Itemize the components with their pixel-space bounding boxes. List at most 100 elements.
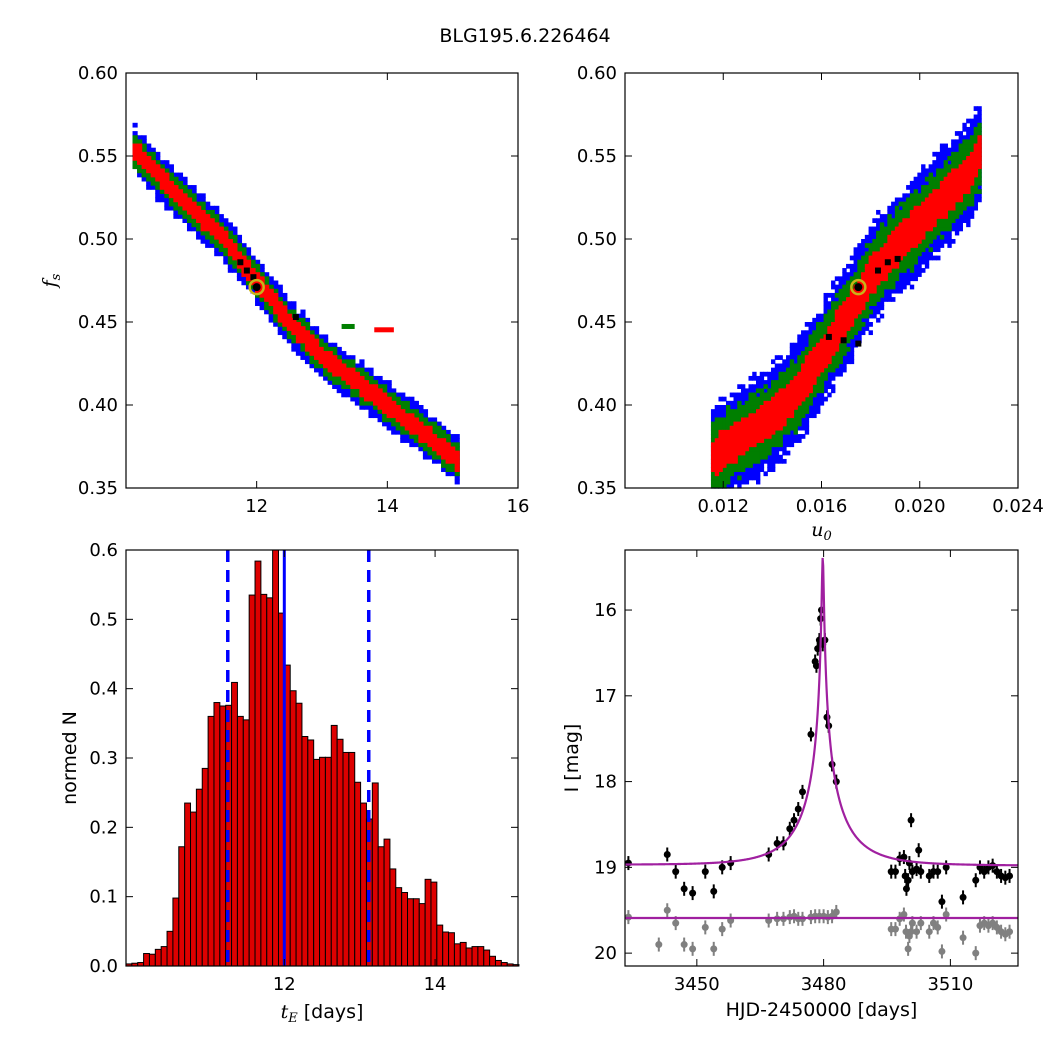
red-cell	[767, 409, 772, 414]
blue-cell	[268, 317, 274, 323]
green-cell	[737, 413, 742, 419]
black-cell	[243, 267, 250, 274]
green-cell	[214, 214, 220, 219]
red-cell	[849, 301, 855, 306]
green-cell	[173, 201, 179, 207]
green-cell	[441, 429, 447, 435]
blue-cell	[386, 384, 392, 389]
green-cell	[771, 392, 776, 398]
red-cell	[336, 371, 342, 377]
blue-cell	[177, 214, 184, 219]
red-cell	[177, 193, 184, 199]
red-cell	[409, 417, 415, 423]
green-cell	[382, 413, 388, 419]
y-axis-label: fs	[39, 273, 64, 289]
red-cell	[232, 251, 238, 257]
blue-cell	[386, 421, 392, 427]
green-cell	[857, 259, 862, 265]
green-cell	[295, 317, 302, 323]
green-cell	[872, 301, 877, 306]
red-cell	[422, 438, 429, 443]
blue-cell	[958, 139, 963, 145]
blue-cell	[853, 268, 858, 273]
red-cell	[774, 413, 780, 419]
green-cell	[763, 454, 768, 460]
green-cell	[752, 450, 757, 456]
green-cell	[748, 405, 753, 410]
blue-cell	[146, 143, 152, 149]
green-cell	[236, 247, 243, 253]
blue-cell	[977, 185, 982, 190]
red-cell	[816, 342, 821, 348]
blue-cell	[733, 475, 738, 481]
red-cell	[834, 338, 840, 344]
green-cell	[876, 247, 881, 253]
blue-cell	[132, 131, 138, 136]
red-cell	[377, 396, 383, 402]
red-cell	[842, 309, 847, 315]
green-cell	[823, 326, 828, 331]
green-cell	[913, 201, 918, 207]
red-cell	[400, 421, 406, 427]
red-cell	[763, 413, 768, 419]
red-cell	[876, 272, 881, 277]
red-cell	[354, 384, 360, 389]
green-cell	[808, 334, 813, 340]
blue-cell	[740, 388, 746, 394]
red-cell	[857, 288, 862, 294]
red-cell	[819, 363, 825, 369]
blue-cell	[808, 330, 813, 336]
red-cell	[831, 346, 836, 352]
green-cell	[227, 259, 233, 265]
red-cell	[774, 405, 780, 410]
green-cell	[150, 176, 156, 182]
blue-cell	[853, 255, 858, 261]
blue-cell	[214, 205, 220, 211]
blue-cell	[921, 180, 926, 186]
blue-cell	[740, 384, 746, 389]
red-cell	[431, 442, 438, 448]
green-cell	[454, 471, 460, 477]
blue-cell	[812, 413, 817, 419]
red-cell	[846, 297, 851, 302]
green-cell	[177, 180, 184, 186]
blue-cell	[336, 384, 342, 389]
green-cell	[861, 255, 866, 261]
blue-cell	[932, 247, 937, 253]
blue-cell	[205, 201, 211, 207]
green-cell	[861, 259, 866, 265]
green-cell	[436, 429, 442, 435]
blue-cell	[801, 334, 806, 340]
blue-cell	[804, 425, 810, 431]
blue-cell	[977, 114, 982, 120]
red-cell	[771, 425, 776, 431]
red-cell	[737, 438, 742, 443]
red-cell	[223, 243, 229, 248]
blue-cell	[868, 234, 873, 240]
red-cell	[857, 309, 862, 315]
blue-cell	[368, 413, 374, 419]
green-cell	[962, 197, 967, 203]
red-cell	[236, 263, 243, 269]
blue-cell	[951, 143, 956, 149]
blue-cell	[924, 172, 930, 178]
blue-cell	[864, 239, 870, 244]
blue-cell	[973, 201, 979, 207]
red-cell	[327, 359, 333, 365]
green-cell	[359, 396, 365, 402]
red-cell	[277, 309, 283, 315]
blue-cell	[363, 405, 370, 410]
red-cell	[336, 359, 342, 365]
red-cell	[872, 288, 877, 294]
red-cell	[771, 400, 776, 406]
blue-cell	[861, 247, 866, 253]
green-cell	[450, 467, 456, 472]
blue-cell	[797, 425, 802, 431]
green-cell	[842, 351, 847, 356]
green-cell	[318, 342, 324, 348]
green-cell	[748, 446, 753, 452]
green-cell	[924, 176, 930, 182]
green-cell	[951, 160, 956, 165]
green-cell	[182, 189, 188, 194]
blue-cell	[431, 417, 438, 423]
